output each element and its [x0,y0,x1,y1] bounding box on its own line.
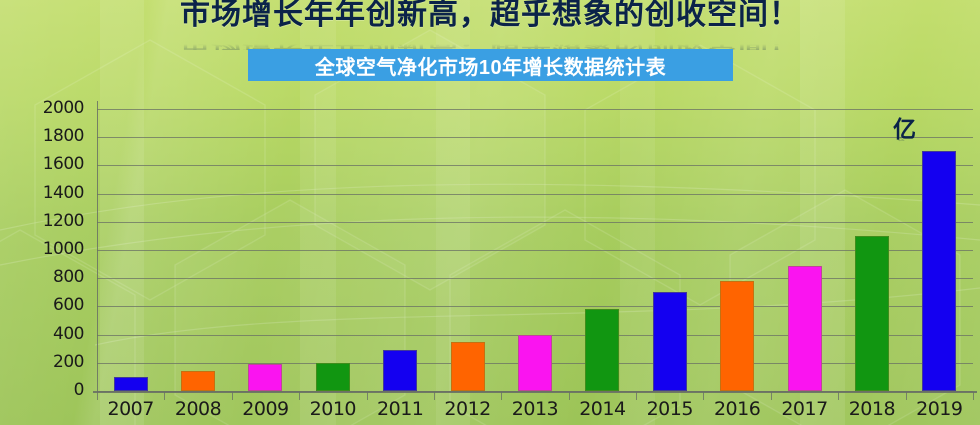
bar-2015 [652,292,687,391]
gridline [97,250,973,251]
x-axis-tick [905,392,907,400]
x-axis-tick [366,392,368,400]
x-axis-tick-label: 2012 [444,398,491,420]
gridline [97,109,973,110]
bar-2008 [181,371,216,391]
y-axis-tick-label: 2000 [42,98,85,118]
page-headline: 市场增长年年创新高，超乎想象的创收空间！ [180,0,800,31]
gridline [97,306,973,308]
bar-2012 [450,342,485,391]
x-axis-tick-label: 2007 [107,398,155,420]
x-axis-tick-label: 2013 [511,398,559,420]
unit-label-reflection: 亿 [897,136,905,141]
unit-label: 亿 [893,116,916,142]
gridline [97,278,973,280]
bar-2018 [854,235,889,391]
gridline [97,165,973,167]
bar-2009 [248,364,283,391]
bar-2007 [113,376,148,391]
x-axis-tick [636,392,638,400]
x-axis-tick [97,392,98,400]
bar-2010 [315,362,350,391]
x-axis-tick [164,392,166,400]
y-axis-tick-label: 800 [53,267,84,288]
x-axis-tick-label: 2017 [781,398,828,420]
x-axis-tick [568,392,570,400]
x-axis-tick [703,392,705,400]
y-axis-tick-label: 1200 [42,210,85,231]
y-axis-tick-label: 0 [73,380,85,400]
x-axis-tick [433,392,435,400]
bar-2019 [922,151,957,391]
bar-2013 [518,334,552,391]
subtitle-banner: 全球空气净化市场10年增长数据统计表 [248,49,733,81]
headline-block: 市场增长年年创新高，超乎想象的创收空间！ 市场增长年年创新高，超乎想象的创收空间… [0,0,980,64]
y-axis-tick-label: 1400 [42,182,85,203]
x-axis-line [93,391,977,393]
x-axis-tick-label: 2015 [646,398,694,420]
y-axis-tick-label: 200 [53,351,84,372]
y-axis-labels: 2000 1800 1600 1400 1200 1000 800 600 400 200 0 [10,0,85,425]
gridline [97,193,973,195]
x-axis-tick [973,392,974,400]
x-axis-tick [770,392,772,400]
gridline [97,221,973,223]
x-axis-tick [838,392,840,400]
y-axis-tick-label: 400 [53,323,84,344]
y-axis-tick-label: 1000 [42,239,85,259]
x-axis-tick [501,392,503,400]
bar-2014 [585,309,620,391]
x-axis-tick-label: 2014 [579,398,626,420]
x-axis-tick-label: 2010 [309,398,357,420]
x-axis-tick-label: 2008 [174,398,222,420]
bar-2011 [383,350,418,391]
y-axis-tick-label: 1800 [42,126,85,147]
x-axis-tick-label: 2016 [713,398,761,420]
x-axis-tick-label: 2018 [848,398,896,420]
y-axis-tick-label: 600 [53,295,84,316]
y-axis-tick-label: 1600 [42,154,85,175]
bar-2017 [787,265,822,391]
gridline [97,137,973,139]
subtitle-text: 全球空气净化市场10年增长数据统计表 [314,56,667,79]
x-axis-tick-label: 2009 [242,398,289,420]
y-axis-line [97,101,98,392]
x-axis-tick-label: 2011 [377,398,424,420]
bar-2016 [720,281,755,391]
x-axis-tick [299,392,301,400]
x-axis-tick [231,392,233,400]
x-axis-tick-label: 2019 [916,398,963,420]
